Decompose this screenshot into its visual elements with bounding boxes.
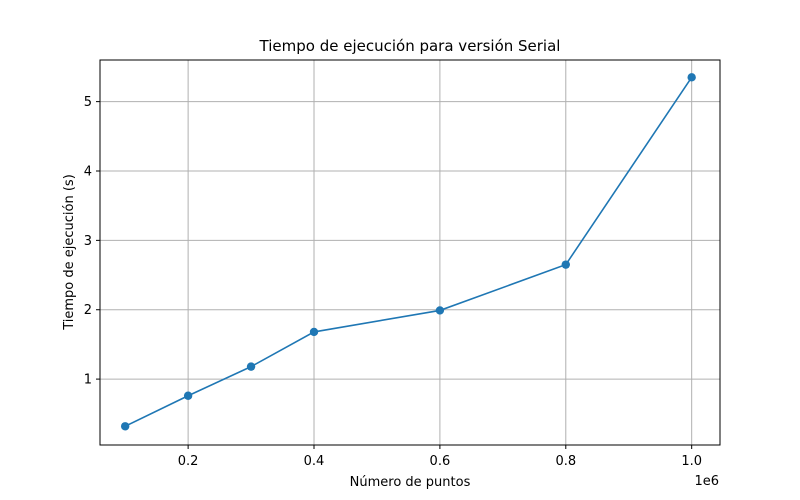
- y-tick-label: 1: [84, 373, 92, 388]
- y-axis-label: Tiempo de ejecución (s): [62, 174, 77, 331]
- data-point: [687, 73, 696, 82]
- data-point: [120, 422, 130, 431]
- x-tick-label: 0.2: [178, 454, 199, 469]
- data-point: [561, 260, 570, 269]
- series-layer: [120, 73, 696, 431]
- series-line: [124, 76, 693, 427]
- grid-layer: [100, 60, 720, 445]
- y-tick-label: 4: [84, 164, 92, 179]
- y-tick-label: 3: [84, 234, 92, 249]
- data-point: [435, 306, 445, 315]
- chart-title: Tiempo de ejecución para versión Serial: [259, 37, 561, 55]
- x-tick-label: 0.4: [304, 454, 325, 469]
- y-tick-label: 5: [84, 95, 92, 110]
- x-tick-label: 0.8: [555, 454, 576, 469]
- data-point: [183, 391, 193, 400]
- x-tick-label: 0.6: [430, 454, 451, 469]
- x-tick-label: 1.0: [681, 454, 702, 469]
- x-axis-label: Número de puntos: [350, 475, 471, 490]
- y-tick-label: 2: [84, 303, 92, 318]
- data-point: [246, 362, 256, 371]
- tick-layer: 0.2 0.4 0.6 0.8 1.0 1 2 3 4 5: [84, 95, 702, 469]
- plot-frame: [99, 59, 721, 446]
- data-point: [309, 327, 319, 337]
- x-axis-offset-label: 1e6: [694, 474, 719, 489]
